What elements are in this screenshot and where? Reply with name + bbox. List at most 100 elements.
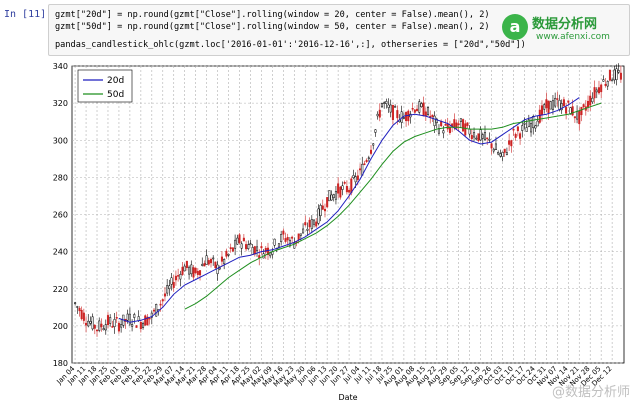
candle-body [343, 182, 346, 184]
candle-body [376, 113, 379, 117]
candle-body [369, 149, 373, 154]
candle-body [78, 307, 81, 312]
legend-label: 50d [107, 90, 124, 100]
candle-body [551, 100, 554, 110]
candle-body [532, 116, 535, 129]
candle-body [179, 274, 182, 280]
candle-body [505, 152, 508, 155]
candle-body [273, 238, 276, 246]
candle-body [240, 243, 243, 249]
candle-body [82, 312, 85, 321]
candle-body [481, 134, 484, 139]
candle-body [161, 299, 164, 302]
y-tick-label: 200 [53, 322, 68, 331]
candle-body [135, 325, 138, 328]
candle-body [483, 132, 487, 141]
candle-body [611, 79, 614, 82]
candle-body [326, 197, 329, 208]
candle-body [332, 194, 335, 198]
input-prompt: In [11]: [4, 9, 53, 20]
candle-body [245, 244, 248, 250]
candle-body [199, 270, 202, 276]
candle-body [576, 110, 579, 120]
candle-body [194, 267, 197, 274]
candle-body [192, 267, 195, 278]
candle-body [446, 123, 449, 130]
candle-body [433, 115, 436, 127]
candle-body [190, 264, 193, 275]
candle-body [591, 97, 594, 103]
candle-body [468, 128, 471, 135]
candle-body [102, 328, 105, 331]
x-axis-label: Date [338, 393, 357, 402]
candle-body [247, 244, 250, 250]
candle-body [600, 84, 603, 93]
candle-body [89, 321, 92, 324]
candle-body [571, 106, 574, 116]
candle-body [218, 267, 221, 270]
candle-body [597, 87, 601, 94]
candle-body [253, 246, 256, 255]
legend-box [77, 69, 133, 103]
candle-body [453, 119, 456, 128]
candle-body [339, 186, 342, 198]
candle-body [595, 89, 598, 93]
candle-body [183, 265, 186, 272]
code-line-1: gzmt["20d"] = np.round(gzmt["Close"].rol… [55, 10, 490, 20]
candle-body [494, 143, 497, 150]
candle-body [117, 322, 120, 332]
candle-body [387, 104, 390, 108]
candle-body [578, 110, 581, 125]
candle-body [297, 233, 300, 241]
series-line-50d [184, 102, 602, 310]
candle-body [547, 100, 550, 114]
candle-body [512, 128, 515, 131]
candle-body [212, 257, 215, 260]
candle-body [582, 104, 585, 108]
code-line-2: gzmt["50d"] = np.round(gzmt["Close"].rol… [55, 22, 490, 32]
candle-body [615, 68, 618, 80]
candle-body [98, 320, 101, 331]
candle-body [492, 148, 495, 152]
candle-body [337, 183, 340, 194]
candle-body [266, 247, 270, 255]
candle-body [113, 319, 116, 327]
candle-body [174, 275, 177, 281]
candle-body [93, 324, 96, 329]
candle-body [323, 208, 327, 212]
candle-body [455, 122, 458, 129]
candle-body [277, 243, 280, 248]
candle-body [286, 237, 289, 241]
y-tick-label: 220 [53, 285, 68, 294]
candle-body [139, 322, 142, 330]
candle-body [100, 323, 103, 328]
candle-body [514, 133, 517, 138]
candle-body [321, 205, 324, 210]
candle-body [170, 277, 173, 285]
candle-body [420, 103, 423, 107]
candle-body [196, 270, 199, 275]
candle-body [106, 315, 109, 326]
candle-body [530, 123, 533, 133]
candle-body [540, 105, 544, 115]
candle-body [205, 255, 208, 265]
candle-body [464, 123, 467, 136]
code-cell[interactable]: gzmt["20d"] = np.round(gzmt["Close"].rol… [48, 4, 630, 56]
candle-body [260, 246, 263, 249]
candle-body [163, 293, 166, 297]
candle-body [223, 259, 226, 265]
candle-body [413, 109, 416, 113]
candle-body [497, 152, 500, 155]
candle-body [372, 143, 375, 146]
candle-body [418, 101, 421, 113]
candle-body [214, 261, 217, 269]
candle-body [617, 70, 620, 73]
candle-body [538, 109, 541, 123]
y-tick-label: 340 [53, 62, 68, 71]
candle-body [525, 127, 528, 132]
candle-body [146, 316, 149, 326]
candle-body [519, 133, 522, 139]
candle-body [104, 324, 107, 331]
candle-body [341, 185, 344, 190]
